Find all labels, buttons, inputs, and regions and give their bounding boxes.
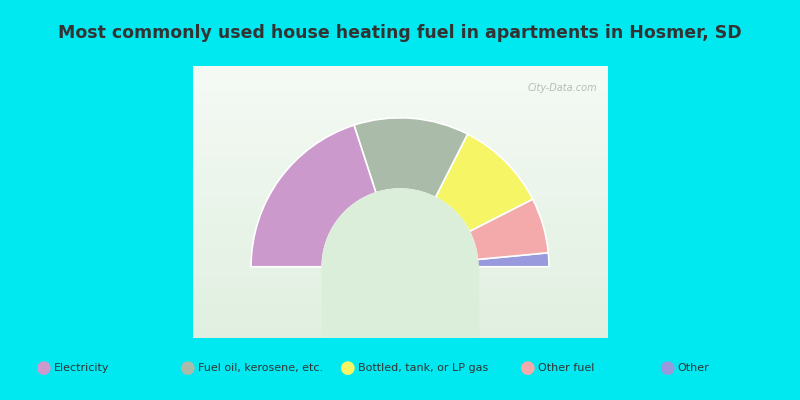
Text: Other fuel: Other fuel bbox=[538, 363, 594, 373]
Text: Most commonly used house heating fuel in apartments in Hosmer, SD: Most commonly used house heating fuel in… bbox=[58, 24, 742, 42]
Text: Electricity: Electricity bbox=[54, 363, 109, 373]
Bar bbox=[322, 266, 478, 338]
Text: ●: ● bbox=[36, 359, 52, 377]
Text: ●: ● bbox=[520, 359, 536, 377]
Wedge shape bbox=[251, 125, 376, 267]
Text: ●: ● bbox=[180, 359, 196, 377]
Wedge shape bbox=[435, 134, 533, 232]
Text: ●: ● bbox=[660, 359, 676, 377]
Text: City-Data.com: City-Data.com bbox=[527, 83, 597, 93]
Text: ●: ● bbox=[340, 359, 356, 377]
Wedge shape bbox=[478, 253, 549, 267]
Wedge shape bbox=[470, 199, 548, 260]
Text: Fuel oil, kerosene, etc.: Fuel oil, kerosene, etc. bbox=[198, 363, 322, 373]
Circle shape bbox=[322, 189, 478, 344]
Text: Other: Other bbox=[678, 363, 710, 373]
Text: Bottled, tank, or LP gas: Bottled, tank, or LP gas bbox=[358, 363, 488, 373]
Wedge shape bbox=[354, 118, 468, 198]
